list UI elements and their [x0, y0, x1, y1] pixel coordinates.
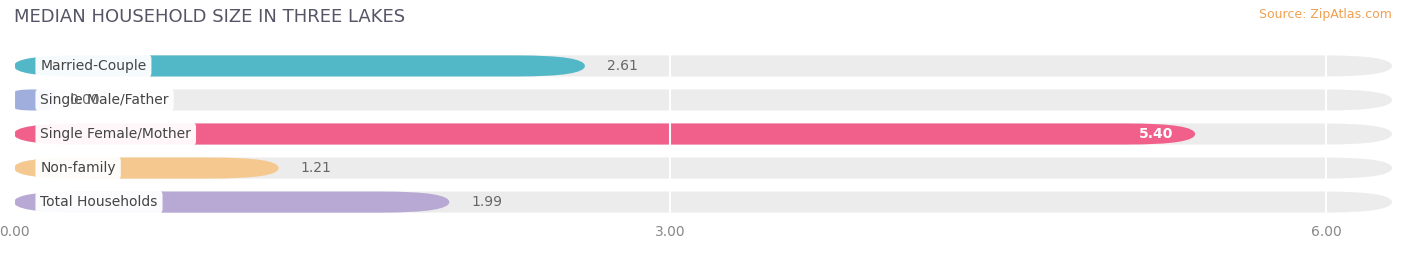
Text: 2.61: 2.61	[607, 59, 638, 73]
Text: 0.00: 0.00	[69, 93, 100, 107]
FancyBboxPatch shape	[14, 90, 53, 110]
Text: Total Households: Total Households	[41, 195, 157, 209]
Text: Non-family: Non-family	[41, 161, 115, 175]
FancyBboxPatch shape	[14, 158, 278, 178]
FancyBboxPatch shape	[14, 90, 1392, 110]
FancyBboxPatch shape	[14, 124, 1195, 144]
FancyBboxPatch shape	[14, 158, 1392, 178]
FancyBboxPatch shape	[14, 192, 1392, 213]
Text: MEDIAN HOUSEHOLD SIZE IN THREE LAKES: MEDIAN HOUSEHOLD SIZE IN THREE LAKES	[14, 8, 405, 26]
Text: 1.99: 1.99	[471, 195, 502, 209]
Text: Single Male/Father: Single Male/Father	[41, 93, 169, 107]
Text: Source: ZipAtlas.com: Source: ZipAtlas.com	[1258, 8, 1392, 21]
Text: Married-Couple: Married-Couple	[41, 59, 146, 73]
FancyBboxPatch shape	[14, 55, 585, 76]
Text: 5.40: 5.40	[1139, 127, 1173, 141]
Text: Single Female/Mother: Single Female/Mother	[41, 127, 191, 141]
FancyBboxPatch shape	[14, 124, 1392, 144]
FancyBboxPatch shape	[14, 192, 450, 213]
Text: 1.21: 1.21	[301, 161, 332, 175]
FancyBboxPatch shape	[14, 55, 1392, 76]
